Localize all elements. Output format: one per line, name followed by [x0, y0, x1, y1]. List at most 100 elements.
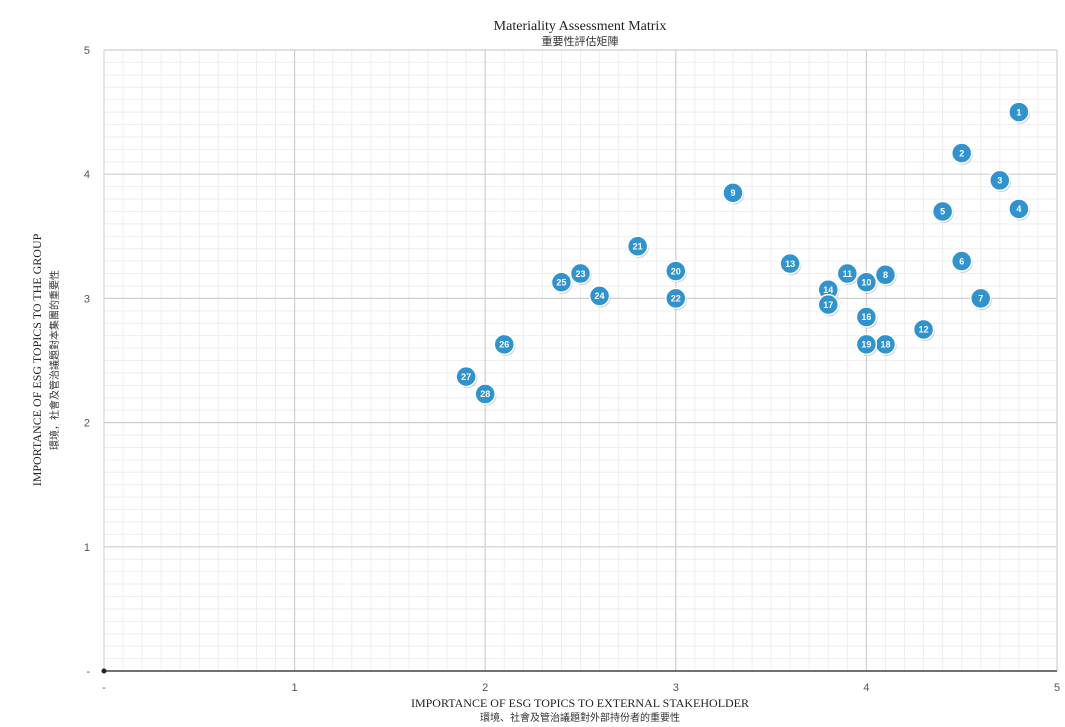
data-point: 10	[855, 271, 878, 294]
data-point-marker	[455, 365, 477, 388]
chart-subtitle: 重要性評估矩陣	[542, 34, 619, 48]
x-tick-label: 5	[1054, 682, 1060, 694]
data-point-marker	[855, 271, 878, 294]
data-point-label: 17	[823, 300, 833, 310]
x-axis-label: IMPORTANCE OF ESG TOPICS TO EXTERNAL STA…	[411, 696, 749, 710]
data-point-label: 9	[730, 188, 735, 198]
y-tick-label: 1	[84, 542, 90, 554]
y-tick-label: -	[86, 666, 90, 678]
x-tick-label: 4	[863, 682, 869, 694]
data-point: 9	[722, 182, 745, 205]
data-point-marker	[1008, 198, 1030, 220]
data-point: 27	[455, 365, 478, 389]
data-point: 2	[950, 142, 973, 165]
points-layer: 1234567891011121314161718192021222324252…	[455, 101, 1031, 406]
data-point: 25	[550, 271, 573, 294]
data-point-marker	[626, 235, 649, 257]
data-point: 22	[665, 287, 687, 310]
x-tick-label: -	[102, 682, 106, 694]
data-point-label: 12	[919, 325, 929, 335]
data-point-marker	[493, 333, 516, 356]
data-point-label: 8	[883, 270, 888, 280]
data-point-label: 10	[861, 277, 871, 287]
data-point-label: 22	[671, 294, 681, 304]
data-point: 16	[855, 306, 878, 329]
x-tick-label: 2	[482, 682, 488, 694]
data-point-label: 27	[461, 372, 471, 382]
data-point: 7	[970, 287, 992, 310]
data-point-label: 21	[633, 241, 643, 251]
data-point-marker	[722, 182, 744, 204]
data-point-label: 19	[861, 340, 871, 350]
data-point: 1	[1008, 101, 1031, 124]
y-tick-label: 4	[84, 169, 90, 181]
data-point-marker	[836, 262, 859, 285]
origin-marker	[101, 668, 107, 674]
data-point: 23	[569, 262, 592, 286]
x-tick-label: 3	[673, 682, 679, 694]
data-point-label: 5	[940, 207, 945, 217]
data-point: 13	[779, 252, 802, 276]
y-axis-label-sub: 環境，社會及管治議題對本集團的重要性	[48, 270, 61, 450]
data-point-label: 16	[861, 312, 871, 322]
x-axis-label-sub: 環境、社會及管治議題對外部持份者的重要性	[480, 711, 680, 724]
data-point-label: 14	[823, 285, 833, 295]
x-tick-label: 1	[292, 682, 298, 694]
y-tick-label: 3	[84, 293, 90, 305]
data-point-label: 20	[671, 266, 681, 276]
data-point-marker	[989, 169, 1011, 192]
data-point-marker	[855, 306, 878, 328]
data-point-marker	[550, 271, 573, 294]
data-point: 8	[874, 264, 897, 287]
data-point: 28	[474, 383, 497, 406]
data-point-label: 25	[556, 277, 566, 287]
data-point: 26	[493, 333, 516, 356]
data-point-marker	[588, 285, 611, 307]
data-point: 12	[912, 318, 935, 342]
data-point-label: 18	[880, 340, 890, 350]
data-point: 24	[588, 285, 611, 308]
y-tick-label: 5	[84, 45, 90, 57]
data-point-marker	[779, 252, 801, 275]
data-point: 6	[950, 250, 973, 273]
y-axis-label: IMPORTANCE OF ESG TOPICS TO THE GROUP	[30, 233, 44, 486]
data-point-label: 1	[1016, 107, 1021, 117]
data-point-marker	[950, 250, 973, 272]
data-point-marker	[665, 287, 687, 310]
data-point-marker	[874, 264, 897, 286]
data-point-marker	[855, 333, 878, 356]
data-point-marker	[665, 260, 687, 282]
data-point-label: 26	[499, 340, 509, 350]
data-point: 21	[626, 235, 649, 258]
data-point-marker	[931, 200, 954, 223]
data-point-marker	[817, 293, 840, 316]
data-point: 18	[874, 333, 897, 356]
data-point-marker	[912, 318, 935, 341]
data-point-label: 7	[978, 294, 983, 304]
data-point: 20	[665, 260, 687, 283]
data-point-marker	[970, 287, 992, 310]
data-point-label: 4	[1016, 204, 1021, 214]
data-point-label: 13	[785, 259, 795, 269]
data-point-label: 2	[959, 148, 964, 158]
data-point: 5	[931, 200, 954, 224]
data-point-label: 11	[843, 269, 853, 279]
data-point-marker	[1008, 101, 1030, 123]
data-point: 3	[989, 169, 1012, 193]
data-point-label: 24	[595, 291, 605, 301]
chart-title: Materiality Assessment Matrix	[494, 19, 667, 34]
data-point-label: 28	[480, 389, 490, 399]
data-point-label: 6	[959, 256, 964, 266]
data-point-marker	[950, 142, 973, 164]
data-point-marker	[569, 262, 592, 285]
data-point-label: 23	[575, 269, 585, 279]
data-point: 19	[855, 333, 878, 356]
grid-layer	[104, 49, 1058, 671]
data-point: 4	[1008, 198, 1031, 221]
data-point-marker	[474, 383, 496, 405]
data-point: 11	[836, 262, 859, 286]
y-tick-label: 2	[84, 418, 90, 430]
